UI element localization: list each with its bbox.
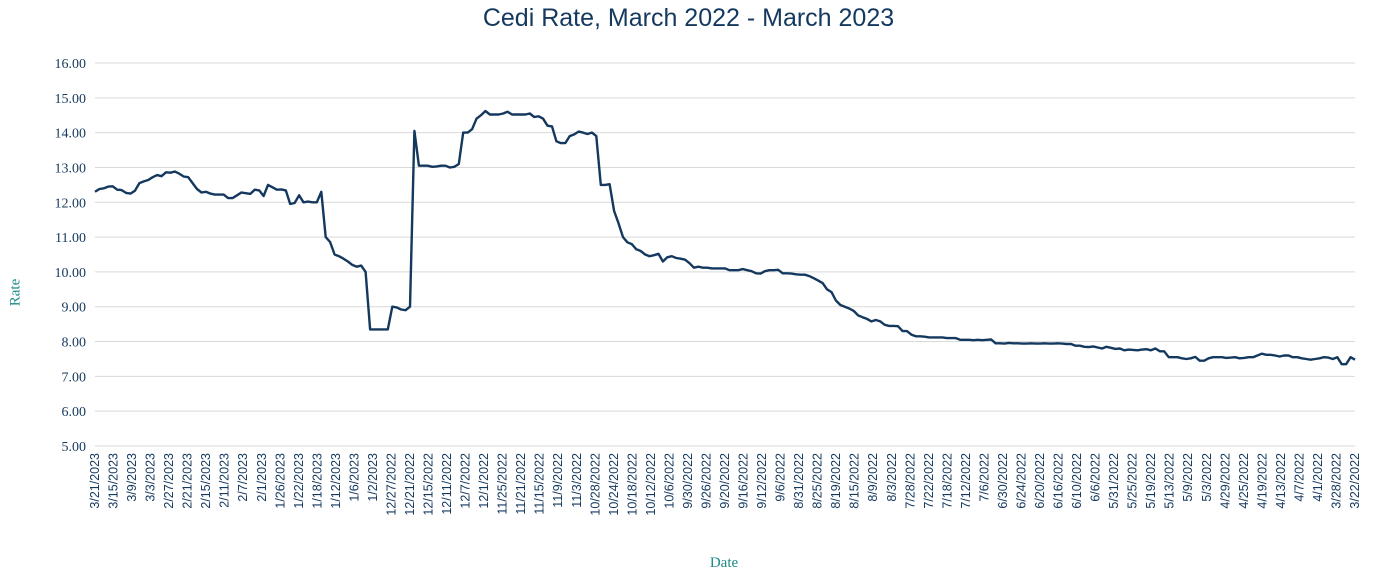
x-tick-label: 3/9/2023 [125,453,139,502]
y-tick-label: 6.00 [62,405,87,420]
x-tick-label: 2/11/2023 [218,453,232,508]
x-tick-label: 12/21/2022 [403,453,417,516]
x-tick-label: 9/6/2022 [774,453,788,502]
x-tick-label: 7/18/2022 [940,453,954,509]
x-tick-label: 12/27/2022 [384,453,398,516]
x-tick-label: 4/13/2022 [1274,453,1288,509]
x-tick-label: 9/30/2022 [681,453,695,509]
x-tick-label: 8/25/2022 [811,453,825,509]
x-tick-label: 9/16/2022 [737,453,751,509]
x-tick-label: 2/27/2023 [162,453,176,509]
x-tick-label: 6/24/2022 [1014,453,1028,509]
x-tick-label: 4/29/2022 [1218,453,1232,509]
y-tick-label: 8.00 [62,336,87,351]
x-tick-label: 2/1/2023 [255,453,269,502]
x-tick-label: 6/10/2022 [1070,453,1084,509]
x-tick-label: 9/26/2022 [699,453,713,509]
x-tick-label: 11/3/2022 [570,453,584,508]
y-tick-label: 15.00 [55,92,87,107]
x-tick-label: 12/7/2022 [459,453,473,509]
x-tick-label: 11/25/2022 [496,453,510,515]
x-tick-label: 12/11/2022 [440,453,454,515]
x-tick-label: 10/24/2022 [607,453,621,516]
x-tick-label: 3/21/2023 [88,453,102,509]
x-tick-label: 7/6/2022 [977,453,991,502]
x-tick-label: 5/19/2022 [1144,453,1158,509]
x-tick-label: 5/31/2022 [1107,453,1121,509]
y-tick-label: 7.00 [62,370,87,385]
x-tick-label: 10/18/2022 [625,453,639,516]
x-tick-label: 11/15/2022 [533,453,547,515]
x-tick-label: 10/28/2022 [588,453,602,516]
x-tick-label: 12/1/2022 [477,453,491,509]
x-tick-label: 9/20/2022 [718,453,732,509]
x-tick-label: 1/2/2023 [366,453,380,502]
x-tick-label: 9/12/2022 [755,453,769,509]
x-tick-label: 1/12/2023 [329,453,343,509]
x-tick-label: 4/7/2022 [1292,453,1306,502]
x-tick-label: 2/7/2023 [236,453,250,502]
x-tick-label: 4/19/2022 [1255,453,1269,509]
x-tick-label: 3/22/2022 [1348,453,1362,509]
x-tick-label: 6/20/2022 [1033,453,1047,509]
x-tick-label: 5/9/2022 [1181,453,1195,502]
x-tick-label: 4/25/2022 [1237,453,1251,509]
y-tick-label: 13.00 [55,161,87,176]
x-tick-label: 12/15/2022 [422,453,436,516]
x-tick-label: 10/12/2022 [644,453,658,516]
x-tick-label: 3/15/2023 [107,453,121,509]
x-tick-label: 1/18/2023 [310,453,324,509]
x-tick-label: 8/3/2022 [885,453,899,502]
y-tick-label: 11.00 [55,231,86,246]
x-tick-label: 11/9/2022 [551,453,565,508]
chart-title: Cedi Rate, March 2022 - March 2023 [482,4,895,32]
y-tick-label: 5.00 [62,440,87,455]
x-tick-label: 7/22/2022 [922,453,936,509]
x-tick-label: 8/31/2022 [792,453,806,509]
x-tick-label: 8/19/2022 [829,453,843,509]
y-tick-label: 12.00 [55,196,87,211]
x-tick-label: 5/3/2022 [1200,453,1214,502]
series-line [94,109,1356,366]
x-tick-label: 11/21/2022 [514,453,528,515]
x-tick-label: 7/12/2022 [959,453,973,509]
x-tick-label: 8/15/2022 [848,453,862,509]
x-tick-label: 5/25/2022 [1126,453,1140,509]
x-tick-label: 1/6/2023 [347,453,361,502]
x-axis-title: Date [709,555,739,571]
x-tick-label: 4/1/2022 [1311,453,1325,502]
y-tick-label: 9.00 [62,301,87,316]
x-tick-label: 6/6/2022 [1089,453,1103,502]
x-tick-label: 5/13/2022 [1163,453,1177,509]
x-tick-label: 3/28/2022 [1329,453,1343,509]
x-tick-label: 1/26/2023 [273,453,287,509]
y-tick-label: 10.00 [55,266,87,281]
x-tick-label: 3/3/2023 [144,453,158,502]
x-tick-label: 6/16/2022 [1052,453,1066,509]
x-tick-label: 6/30/2022 [996,453,1010,509]
x-tick-label: 7/28/2022 [903,453,917,509]
y-tick-label: 16.00 [55,57,87,72]
x-tick-label: 1/22/2023 [292,453,306,509]
x-tick-label: 2/21/2023 [181,453,195,509]
y-tick-label: 14.00 [55,127,87,142]
x-tick-label: 2/15/2023 [199,453,213,509]
x-tick-label: 10/6/2022 [662,453,676,509]
x-tick-label: 8/9/2022 [866,453,880,502]
